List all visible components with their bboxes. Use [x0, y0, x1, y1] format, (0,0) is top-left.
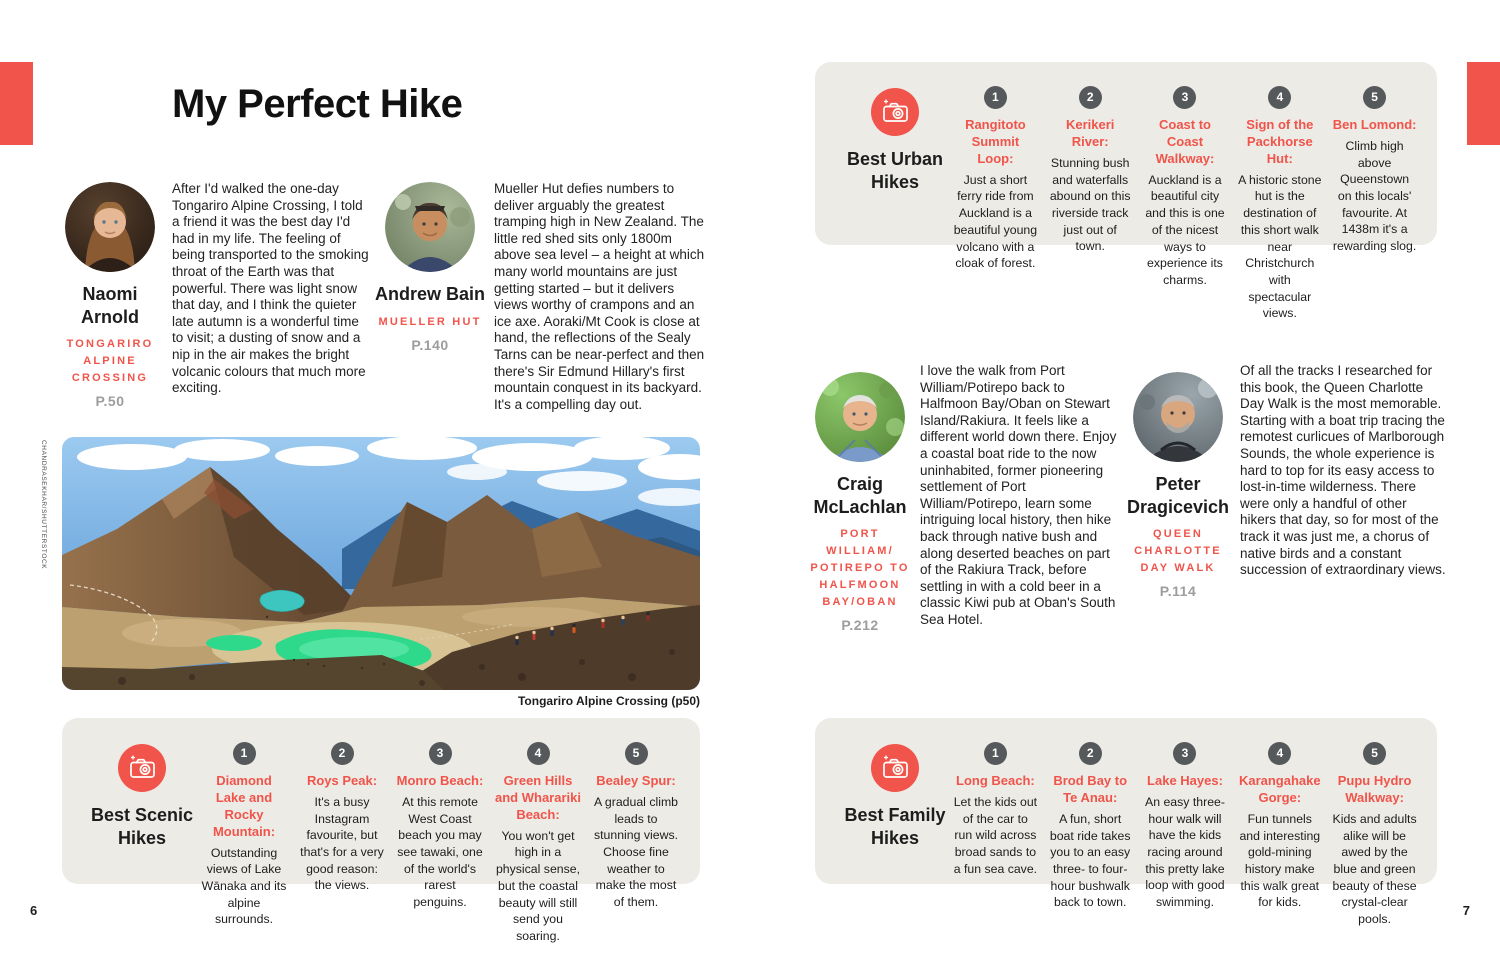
- number-badge: 3: [1173, 742, 1197, 765]
- number-badge: 5: [1363, 742, 1387, 765]
- list-item: 3 Lake Hayes: An easy three-hour walk wi…: [1143, 742, 1228, 928]
- number-badge: 2: [1078, 742, 1102, 765]
- number-badge: 4: [1268, 742, 1292, 765]
- list-item: 3 Coast to Coast Walkway: Auckland is a …: [1143, 86, 1228, 322]
- number-badge: 5: [624, 742, 648, 765]
- quote-craig-mclachlan: I love the walk from Port William/Potire…: [920, 363, 1117, 627]
- list-item: 5 Bealey Spur: A gradual climb leads to …: [592, 742, 680, 945]
- contributor-peter-dragicevich: Peter Dragicevich QUEEN CHARLOTTE DAY WA…: [1123, 372, 1233, 599]
- contributor-naomi-arnold: Naomi Arnold TONGARIRO ALPINE CROSSING P…: [55, 182, 165, 409]
- number-badge: 4: [1268, 86, 1292, 109]
- contributor-name: Naomi Arnold: [81, 284, 139, 327]
- number-badge: 1: [983, 86, 1007, 109]
- number-badge: 3: [1173, 86, 1197, 109]
- photo-caption: Tongariro Alpine Crossing (p50): [517, 694, 700, 708]
- avatar-craig-mclachlan: [815, 372, 905, 462]
- best-scenic-hikes-panel: Best Scenic Hikes 1 Diamond Lake and Roc…: [62, 718, 700, 943]
- list-item: 5 Pupu Hydro Walkway: Kids and adults al…: [1332, 742, 1417, 928]
- quote-naomi-arnold: After I'd walked the one-day Tongariro A…: [172, 181, 369, 396]
- list-item: 4 Sign of the Packhorse Hut: A historic …: [1237, 86, 1322, 322]
- number-badge: 2: [330, 742, 354, 765]
- contributor-page-ref: P.50: [95, 393, 125, 410]
- list-item: 2 Kerikeri River: Stunning bush and wate…: [1048, 86, 1133, 322]
- quote-andrew-bain: Mueller Hut defies numbers to deliver ar…: [494, 181, 705, 412]
- contributor-hike: QUEEN CHARLOTTE DAY WALK: [1134, 528, 1222, 575]
- camera-icon: [871, 744, 919, 792]
- best-urban-hikes-panel: Best Urban Hikes 1 Rangitoto Summit Loop…: [815, 62, 1437, 320]
- photo-credit: CHANDRASEKHAR/SHUTTERSTOCK: [40, 440, 47, 570]
- camera-icon: [118, 744, 166, 792]
- contributor-name: Craig McLachlan: [813, 474, 907, 517]
- number-badge: 1: [232, 742, 256, 765]
- tongariro-photo: [62, 437, 700, 690]
- right-page-number: 7: [1462, 903, 1470, 918]
- quote-peter-dragicevich: Of all the tracks I researched for this …: [1240, 363, 1446, 578]
- list-item: 2 Roys Peak: It's a busy Instagram favou…: [298, 742, 386, 945]
- number-badge: 5: [1363, 86, 1387, 109]
- list-item: 4 Green Hills and Wharariki Beach: You w…: [494, 742, 582, 945]
- avatar-peter-dragicevich: [1133, 372, 1223, 462]
- camera-icon: [871, 88, 919, 136]
- best-family-hikes-label: Best Family Hikes: [843, 742, 947, 850]
- contributor-hike: TONGARIRO ALPINE CROSSING: [66, 338, 154, 385]
- page-title: My Perfect Hike: [172, 82, 463, 126]
- number-badge: 2: [1078, 86, 1102, 109]
- list-item: 4 Karangahake Gorge: Fun tunnels and int…: [1237, 742, 1322, 928]
- avatar-andrew-bain: [385, 182, 475, 272]
- left-page-accent-bar: [0, 62, 33, 145]
- contributor-hike: MUELLER HUT: [378, 315, 482, 328]
- contributor-hike: PORT WILLIAM/ POTIREPO TO HALFMOON BAY/O…: [810, 528, 910, 609]
- list-item: 3 Monro Beach: At this remote West Coast…: [396, 742, 484, 945]
- number-badge: 3: [428, 742, 452, 765]
- panel-title: Best Family Hikes: [844, 805, 946, 849]
- list-item: 5 Ben Lomond: Climb high above Queenstow…: [1332, 86, 1417, 322]
- contributor-page-ref: P.140: [411, 336, 449, 353]
- best-urban-hikes-label: Best Urban Hikes: [843, 86, 947, 194]
- number-badge: 4: [526, 742, 550, 765]
- list-item: 2 Brod Bay to Te Anau: A fun, short boat…: [1048, 742, 1133, 928]
- avatar-naomi-arnold: [65, 182, 155, 272]
- list-item: 1 Diamond Lake and Rocky Mountain: Outst…: [200, 742, 288, 945]
- contributor-andrew-bain: Andrew Bain MUELLER HUT P.140: [375, 182, 485, 353]
- number-badge: 1: [983, 742, 1007, 765]
- contributor-page-ref: P.114: [1159, 583, 1197, 600]
- best-family-hikes-panel: Best Family Hikes 1 Long Beach: Let the …: [815, 718, 1437, 926]
- contributor-name: Andrew Bain: [375, 284, 486, 304]
- list-item: 1 Long Beach: Let the kids out of the ca…: [953, 742, 1038, 928]
- right-page-accent-bar: [1467, 62, 1500, 145]
- panel-title: Best Scenic Hikes: [90, 805, 194, 849]
- contributor-page-ref: P.212: [841, 617, 879, 634]
- contributor-name: Peter Dragicevich: [1126, 474, 1230, 517]
- contributor-craig-mclachlan: Craig McLachlan PORT WILLIAM/ POTIREPO T…: [805, 372, 915, 633]
- left-page-number: 6: [30, 903, 38, 918]
- list-item: 1 Rangitoto Summit Loop: Just a short fe…: [953, 86, 1038, 322]
- best-scenic-hikes-label: Best Scenic Hikes: [90, 742, 194, 850]
- panel-title: Best Urban Hikes: [846, 149, 944, 193]
